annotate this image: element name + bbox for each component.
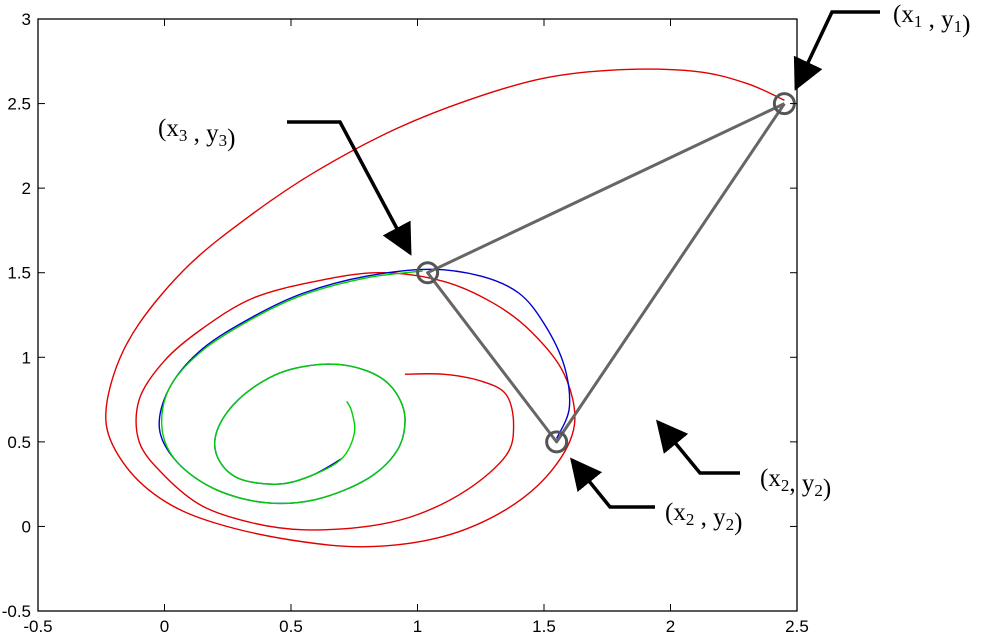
- label-subscript: 2: [726, 515, 735, 534]
- label-part: ,: [694, 504, 713, 531]
- label-part: x: [166, 115, 179, 142]
- series-layer: [105, 68, 785, 548]
- y-tick-label: 2.5: [7, 95, 31, 114]
- label-part: (: [665, 499, 673, 526]
- label-subscript: 3: [179, 126, 188, 145]
- y-tick-label: 0: [22, 517, 31, 536]
- x-tick-label: 0.5: [279, 617, 303, 636]
- tick-layer: -0.5 0 0.5 1 1.5 2 2.5 -0.5 0 0.5 1 1.5 2 2.5 3: [2, 10, 809, 636]
- label-part: ): [734, 509, 742, 536]
- label-part: x: [768, 465, 781, 492]
- y-tick-label: -0.5: [2, 602, 31, 621]
- label-part: (: [893, 1, 901, 28]
- series-line-blue: [158, 268, 571, 505]
- vertex-marker: [416, 261, 440, 285]
- callout-arrow: [793, 10, 880, 91]
- series-line-red: [105, 68, 785, 548]
- x-tick-label: -0.5: [23, 617, 52, 636]
- y-tick-label: 1: [22, 348, 31, 367]
- x-tick-label: 0: [160, 617, 169, 636]
- label-subscript: 1: [914, 12, 923, 31]
- series-line-green: [160, 270, 423, 505]
- label-subscript: 3: [219, 131, 228, 150]
- x-tick-label: 1: [413, 617, 422, 636]
- marker-layer: [416, 92, 796, 454]
- callout-arrow: [287, 120, 412, 256]
- callout-arrow: [655, 419, 740, 475]
- y-tick-label: 0.5: [7, 433, 31, 452]
- label-part: (: [760, 465, 768, 492]
- point-label: (x2, y2): [760, 465, 831, 502]
- label-part: ): [823, 475, 831, 502]
- vertex-marker: [545, 430, 569, 454]
- callout-arrow: [570, 457, 655, 509]
- label-part: ): [962, 11, 970, 38]
- label-part: ,: [789, 470, 802, 497]
- point-label: (x3 , y3): [158, 115, 235, 152]
- label-part: y: [713, 504, 726, 531]
- label-subscript: 2: [814, 481, 823, 500]
- x-tick-label: 1.5: [532, 617, 556, 636]
- label-part: ): [227, 125, 235, 152]
- label-part: ,: [187, 120, 206, 147]
- label-subscript: 1: [954, 17, 963, 36]
- label-part: (: [158, 115, 166, 142]
- y-tick-label: 3: [22, 10, 31, 29]
- label-part: y: [206, 120, 219, 147]
- label-part: x: [673, 499, 686, 526]
- y-tick-label: 2: [22, 179, 31, 198]
- y-tick-label: 1.5: [7, 264, 31, 283]
- annotation-layer: (x1 , y1)(x3 , y3)(x2 , y2)(x2, y2): [158, 1, 970, 536]
- label-subscript: 2: [686, 510, 695, 529]
- point-label: (x2 , y2): [665, 499, 742, 536]
- label-part: ,: [922, 6, 941, 33]
- label-part: x: [901, 1, 914, 28]
- x-tick-label: 2.5: [785, 617, 809, 636]
- point-label: (x1 , y1): [893, 1, 970, 38]
- triangle-layer: [426, 102, 786, 444]
- label-subscript: 2: [781, 476, 790, 495]
- triangle-edges: [426, 102, 786, 444]
- label-part: y: [941, 6, 954, 33]
- x-tick-label: 2: [666, 617, 675, 636]
- label-part: y: [802, 470, 815, 497]
